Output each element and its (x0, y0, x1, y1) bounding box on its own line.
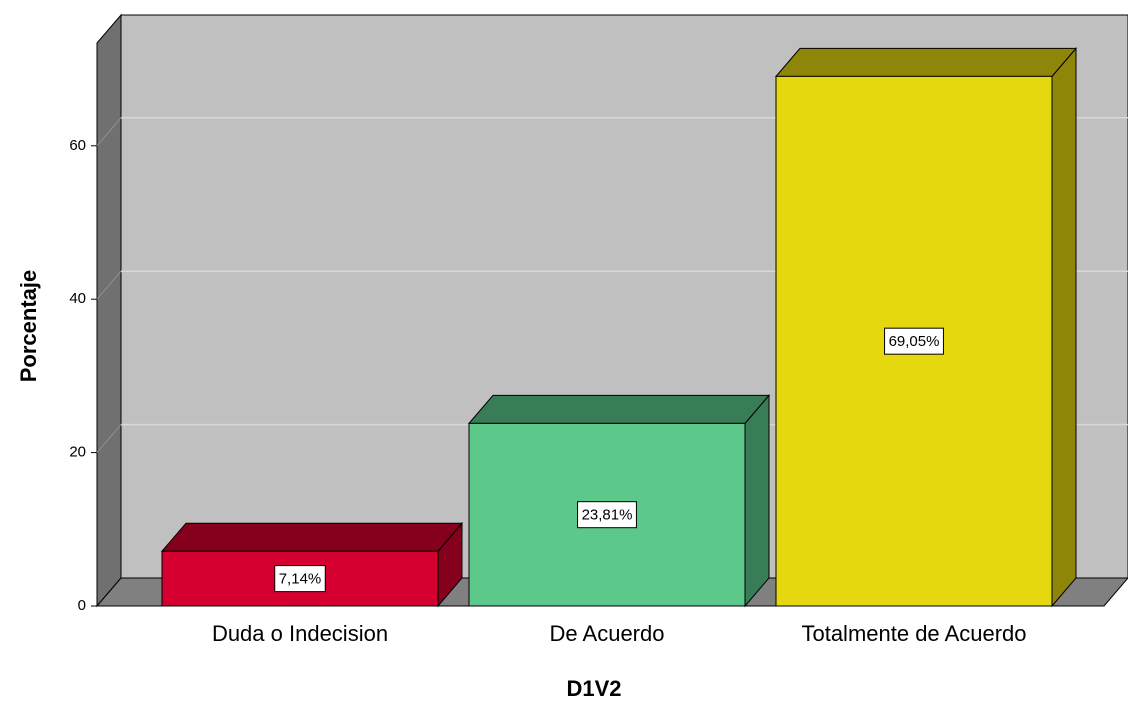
bar-top (774, 47, 1078, 77)
bar-side (1051, 47, 1077, 608)
value-label-box (274, 565, 326, 593)
x-axis-title: D1V2 (566, 676, 621, 701)
x-tick-label: De Acuerdo (550, 621, 665, 646)
bar-side (744, 394, 770, 608)
x-tick-label: Totalmente de Acuerdo (801, 621, 1026, 646)
bar-top (467, 394, 771, 424)
value-label: 7,14% (279, 571, 322, 588)
value-label: 23,81% (582, 507, 633, 524)
y-axis-title: Porcentaje (16, 270, 41, 383)
value-label: 69,05% (889, 333, 940, 350)
left-wall (96, 13, 122, 608)
bar (774, 47, 1078, 608)
value-label-box (884, 327, 944, 355)
y-tick-label: 0 (78, 597, 86, 614)
bar (467, 394, 771, 608)
grid-line (96, 424, 122, 453)
y-tick-label: 40 (69, 290, 86, 307)
grid-line (96, 117, 122, 147)
value-label-box (577, 501, 637, 529)
grid-line (96, 270, 122, 300)
y-tick-label: 20 (69, 444, 86, 461)
bar-top (160, 522, 464, 552)
y-tick-label: 60 (69, 137, 86, 154)
x-tick-label: Duda o Indecision (212, 621, 388, 646)
bar (160, 521, 464, 608)
